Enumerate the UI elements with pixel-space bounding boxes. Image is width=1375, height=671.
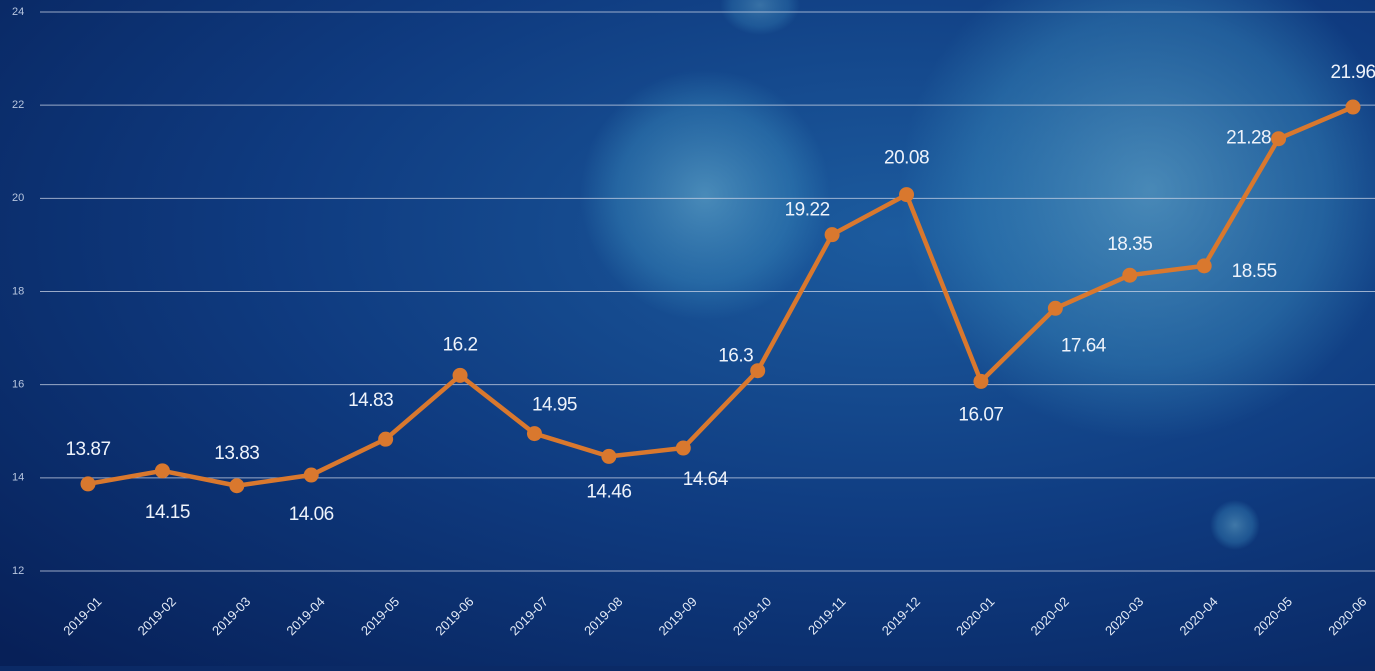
- value-label: 19.22: [785, 200, 830, 221]
- point: [80, 476, 96, 492]
- point: [601, 448, 617, 464]
- point: [675, 440, 691, 456]
- virus-decoration: [900, 0, 1375, 440]
- value-label: 14.15: [145, 502, 190, 523]
- value-label: 16.3: [718, 346, 753, 367]
- value-label: 14.64: [683, 469, 729, 490]
- virus-decoration: [720, 0, 800, 35]
- value-label: 21.28: [1226, 128, 1271, 149]
- y-tick-label: 20: [12, 192, 24, 204]
- point: [1196, 258, 1212, 274]
- line: [87, 104, 1354, 489]
- value-label: 14.83: [348, 390, 393, 411]
- value-label: 18.35: [1107, 234, 1152, 255]
- point: [229, 478, 245, 494]
- point: [526, 426, 542, 442]
- point: [154, 463, 170, 479]
- value-label: 13.87: [65, 439, 110, 460]
- point: [303, 467, 319, 483]
- value-label: 14.46: [586, 481, 631, 502]
- point: [1345, 99, 1361, 115]
- value-label: 14.95: [532, 395, 577, 416]
- value-label: 21.96: [1330, 62, 1375, 83]
- y-tick-label: 14: [12, 472, 24, 484]
- value-label: 16.07: [958, 404, 1003, 425]
- y-tick-label: 18: [12, 285, 24, 297]
- value-label: 18.55: [1232, 261, 1277, 282]
- value-label: 17.64: [1061, 335, 1107, 356]
- y-tick-label: 12: [12, 565, 24, 577]
- point: [1047, 300, 1063, 316]
- virus-decoration: [580, 70, 830, 320]
- point: [452, 367, 468, 383]
- point: [750, 363, 766, 379]
- value-label: 13.83: [214, 443, 259, 464]
- point: [824, 227, 840, 243]
- y-tick-label: 16: [12, 379, 24, 391]
- value-label: 16.2: [443, 334, 478, 355]
- point: [1122, 267, 1138, 283]
- value-label: 20.08: [884, 148, 929, 169]
- point: [973, 373, 989, 389]
- point: [899, 187, 915, 203]
- plot: 13.87 14.15 13.83 14.06 14.83 16.2 14.95 14.46 1…: [65, 62, 1375, 525]
- y-tick-label: 24: [12, 6, 24, 18]
- value-label: 14.06: [289, 504, 334, 525]
- y-tick-label: 22: [12, 99, 24, 111]
- virus-decoration: [1210, 500, 1260, 550]
- point: [378, 431, 394, 447]
- point: [1271, 131, 1287, 147]
